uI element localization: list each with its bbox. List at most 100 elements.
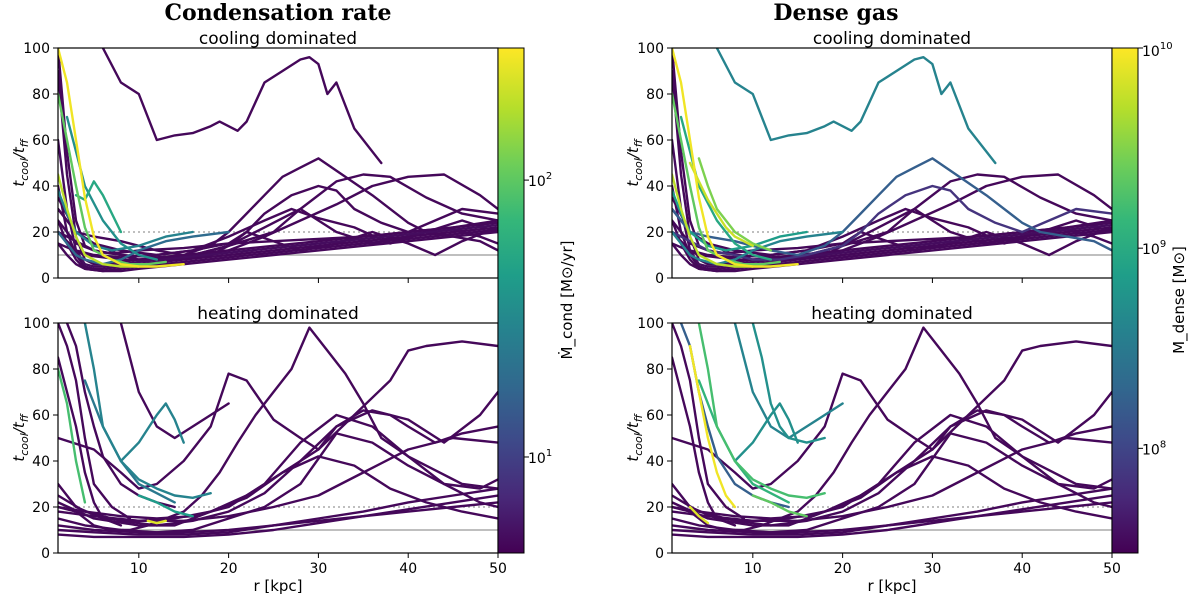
left-colorbar: 101 102 Ṁ_cond [M⊙/yr] xyxy=(497,47,577,554)
series-line-c16 xyxy=(58,92,167,266)
series-line-dh17 xyxy=(697,323,826,499)
left-bottom-panel: 0 20 40 60 80 100 10 20 30 40 50 heating dominated t… xyxy=(10,304,507,595)
y-tick-label: 20 xyxy=(646,500,664,516)
series-line-dh8 xyxy=(672,494,1112,539)
y-axis-label: tcool/tff xyxy=(10,138,31,186)
series-line-c8 xyxy=(58,157,498,257)
series-line-h12 xyxy=(58,436,498,522)
series-line-h17 xyxy=(83,323,212,499)
left-figure-title: Condensation rate xyxy=(164,0,391,26)
series-line-h7 xyxy=(58,487,498,536)
series-line-c18 xyxy=(65,115,158,261)
y-axis-label: tcool/tff xyxy=(624,138,645,186)
y-tick-label: 0 xyxy=(41,546,50,562)
y-tick-label: 60 xyxy=(32,133,50,149)
series-line-dc15 xyxy=(672,48,799,268)
series-line-dh18 xyxy=(697,379,790,504)
right-top-panel: 0 20 40 60 80 100 cooling dominated tcool/tff xyxy=(624,29,1113,287)
series-line-h21 xyxy=(146,519,167,525)
y-axis-label: tcool/tff xyxy=(10,413,31,461)
y-tick-label: 40 xyxy=(32,454,50,470)
right-colorbar-label: M_dense [M⊙] xyxy=(1170,246,1189,354)
y-tick-label: 60 xyxy=(646,408,664,424)
y-tick-label: 100 xyxy=(637,316,664,332)
series-line-h2 xyxy=(58,372,498,490)
series-line-dh11 xyxy=(672,455,1112,527)
y-tick-label: 20 xyxy=(646,225,664,241)
panel-title: cooling dominated xyxy=(813,29,971,49)
series-line-c17 xyxy=(58,173,140,268)
y-tick-label: 80 xyxy=(32,87,50,103)
series-line-dc22 xyxy=(697,157,772,252)
series-line-c21 xyxy=(74,180,123,234)
series-line-h20 xyxy=(137,494,194,518)
y-tick-label: 40 xyxy=(32,179,50,195)
x-tick-label: 50 xyxy=(1103,561,1121,577)
right-bottom-panel: 0 20 40 60 80 100 10 20 30 40 50 heating dominated t… xyxy=(624,304,1121,595)
series-line-dc18 xyxy=(679,115,772,261)
y-tick-label: 100 xyxy=(23,316,50,332)
series-line-dc16 xyxy=(672,92,781,266)
y-tick-label: 0 xyxy=(655,546,664,562)
series-line-dh14 xyxy=(672,356,737,527)
x-tick-label: 20 xyxy=(220,561,238,577)
y-tick-label: 40 xyxy=(646,454,664,470)
series-line-h15 xyxy=(65,323,176,509)
y-tick-label: 80 xyxy=(32,362,50,378)
series-line-dc11 xyxy=(672,173,1112,261)
series-line-dh2 xyxy=(672,372,1112,490)
series-line-h9 xyxy=(58,501,498,534)
x-tick-label: 20 xyxy=(834,561,852,577)
series-line-dh7 xyxy=(672,487,1112,536)
series-line-dc8 xyxy=(672,157,1112,257)
series-line-dh16 xyxy=(688,344,737,509)
series-line-dh13 xyxy=(672,323,745,520)
y-tick-label: 60 xyxy=(32,408,50,424)
y-tick-label: 40 xyxy=(646,179,664,195)
left-colorbar-label: Ṁ_cond [M⊙/yr] xyxy=(557,241,577,360)
panel-title: cooling dominated xyxy=(199,29,357,49)
x-tick-label: 10 xyxy=(130,561,148,577)
series-line-c1 xyxy=(101,48,383,165)
series-line-dc14 xyxy=(672,207,1112,257)
series-line-h6 xyxy=(58,432,498,534)
right-figure-title: Dense gas xyxy=(773,0,898,26)
y-tick-label: 80 xyxy=(646,362,664,378)
series-line-h14 xyxy=(58,356,123,527)
panel-title: heating dominated xyxy=(197,304,359,324)
series-line-h13 xyxy=(58,323,131,520)
panel-title: heating dominated xyxy=(811,304,973,324)
right-colorbar-tick: 109 xyxy=(1142,239,1166,258)
x-tick-label: 40 xyxy=(399,561,417,577)
y-tick-label: 20 xyxy=(32,500,50,516)
y-tick-label: 100 xyxy=(637,41,664,57)
series-line-h8 xyxy=(58,494,498,539)
x-tick-label: 30 xyxy=(923,561,941,577)
y-tick-label: 0 xyxy=(41,271,50,287)
y-tick-label: 100 xyxy=(23,41,50,57)
series-group xyxy=(58,323,498,539)
series-line-dh19 xyxy=(733,402,799,463)
y-tick-label: 20 xyxy=(32,225,50,241)
right-colorbar-tick: 108 xyxy=(1142,439,1166,458)
series-line-h4 xyxy=(58,340,498,522)
series-group xyxy=(672,48,1112,273)
x-axis-label: r [kpc] xyxy=(253,577,302,595)
y-axis-label: tcool/tff xyxy=(624,413,645,461)
y-tick-label: 0 xyxy=(655,271,664,287)
series-line-h11 xyxy=(58,455,498,527)
series-line-h16 xyxy=(58,367,87,504)
series-line-dh21 xyxy=(688,505,710,525)
series-line-dc21 xyxy=(688,161,754,247)
x-tick-label: 10 xyxy=(744,561,762,577)
series-line-dh6 xyxy=(672,432,1112,534)
series-line-c14 xyxy=(58,207,498,257)
series-line-dh12 xyxy=(672,436,1112,522)
series-line-c15 xyxy=(58,48,185,268)
series-group xyxy=(672,323,1112,539)
x-tick-label: 40 xyxy=(1013,561,1031,577)
series-line-dc17 xyxy=(672,173,754,268)
series-line-dh5 xyxy=(672,390,1112,527)
x-tick-label: 50 xyxy=(489,561,507,577)
left-colorbar-tick: 102 xyxy=(528,171,552,190)
